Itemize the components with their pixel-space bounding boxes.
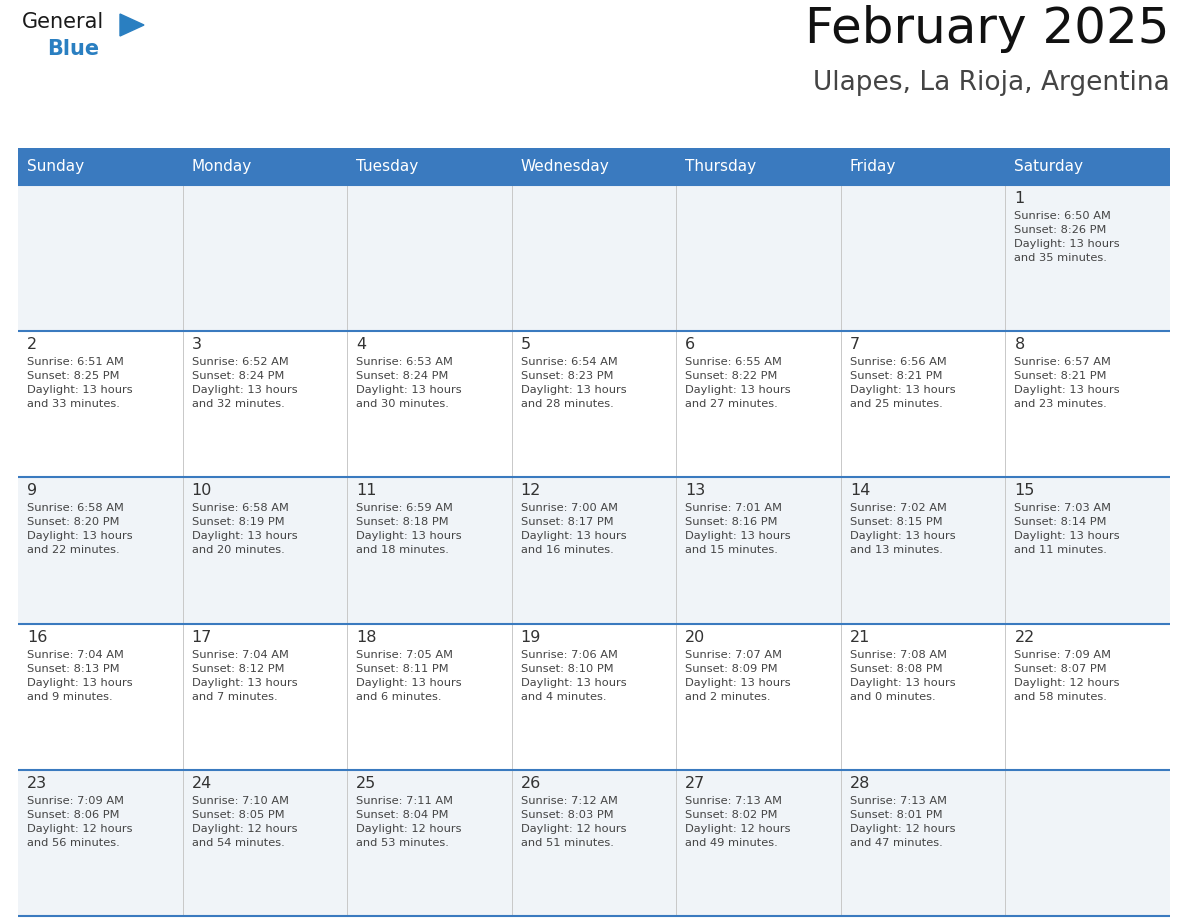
Text: 21: 21 — [849, 630, 871, 644]
Text: Sunrise: 7:10 AM
Sunset: 8:05 PM
Daylight: 12 hours
and 54 minutes.: Sunrise: 7:10 AM Sunset: 8:05 PM Dayligh… — [191, 796, 297, 848]
Text: Tuesday: Tuesday — [356, 159, 418, 174]
Text: 14: 14 — [849, 484, 871, 498]
Text: Sunrise: 6:51 AM
Sunset: 8:25 PM
Daylight: 13 hours
and 33 minutes.: Sunrise: 6:51 AM Sunset: 8:25 PM Dayligh… — [27, 357, 133, 409]
Text: 1: 1 — [1015, 191, 1025, 206]
Text: 3: 3 — [191, 337, 202, 353]
Text: Sunrise: 7:13 AM
Sunset: 8:01 PM
Daylight: 12 hours
and 47 minutes.: Sunrise: 7:13 AM Sunset: 8:01 PM Dayligh… — [849, 796, 955, 848]
Text: Sunrise: 7:05 AM
Sunset: 8:11 PM
Daylight: 13 hours
and 6 minutes.: Sunrise: 7:05 AM Sunset: 8:11 PM Dayligh… — [356, 650, 462, 701]
Text: 24: 24 — [191, 776, 211, 790]
Text: 11: 11 — [356, 484, 377, 498]
Text: 20: 20 — [685, 630, 706, 644]
Text: 23: 23 — [27, 776, 48, 790]
Text: 4: 4 — [356, 337, 366, 353]
Text: Sunrise: 6:57 AM
Sunset: 8:21 PM
Daylight: 13 hours
and 23 minutes.: Sunrise: 6:57 AM Sunset: 8:21 PM Dayligh… — [1015, 357, 1120, 409]
Text: Sunrise: 6:56 AM
Sunset: 8:21 PM
Daylight: 13 hours
and 25 minutes.: Sunrise: 6:56 AM Sunset: 8:21 PM Dayligh… — [849, 357, 955, 409]
Text: 15: 15 — [1015, 484, 1035, 498]
Text: Sunrise: 6:59 AM
Sunset: 8:18 PM
Daylight: 13 hours
and 18 minutes.: Sunrise: 6:59 AM Sunset: 8:18 PM Dayligh… — [356, 503, 462, 555]
Text: Sunrise: 6:58 AM
Sunset: 8:19 PM
Daylight: 13 hours
and 20 minutes.: Sunrise: 6:58 AM Sunset: 8:19 PM Dayligh… — [191, 503, 297, 555]
Text: Sunrise: 7:04 AM
Sunset: 8:12 PM
Daylight: 13 hours
and 7 minutes.: Sunrise: 7:04 AM Sunset: 8:12 PM Dayligh… — [191, 650, 297, 701]
Text: 18: 18 — [356, 630, 377, 644]
Text: 16: 16 — [27, 630, 48, 644]
Text: Sunrise: 6:54 AM
Sunset: 8:23 PM
Daylight: 13 hours
and 28 minutes.: Sunrise: 6:54 AM Sunset: 8:23 PM Dayligh… — [520, 357, 626, 409]
Text: Sunrise: 7:00 AM
Sunset: 8:17 PM
Daylight: 13 hours
and 16 minutes.: Sunrise: 7:00 AM Sunset: 8:17 PM Dayligh… — [520, 503, 626, 555]
Text: Wednesday: Wednesday — [520, 159, 609, 174]
Text: Saturday: Saturday — [1015, 159, 1083, 174]
Text: Blue: Blue — [48, 39, 99, 59]
Text: Sunrise: 7:02 AM
Sunset: 8:15 PM
Daylight: 13 hours
and 13 minutes.: Sunrise: 7:02 AM Sunset: 8:15 PM Dayligh… — [849, 503, 955, 555]
Text: 5: 5 — [520, 337, 531, 353]
Text: 19: 19 — [520, 630, 541, 644]
Text: 9: 9 — [27, 484, 37, 498]
Text: 12: 12 — [520, 484, 541, 498]
Text: 6: 6 — [685, 337, 695, 353]
Text: Sunrise: 7:13 AM
Sunset: 8:02 PM
Daylight: 12 hours
and 49 minutes.: Sunrise: 7:13 AM Sunset: 8:02 PM Dayligh… — [685, 796, 791, 848]
Text: Monday: Monday — [191, 159, 252, 174]
Bar — [18, 185, 1170, 331]
Text: Sunrise: 7:09 AM
Sunset: 8:06 PM
Daylight: 12 hours
and 56 minutes.: Sunrise: 7:09 AM Sunset: 8:06 PM Dayligh… — [27, 796, 133, 848]
Text: 2: 2 — [27, 337, 37, 353]
Text: Sunrise: 6:58 AM
Sunset: 8:20 PM
Daylight: 13 hours
and 22 minutes.: Sunrise: 6:58 AM Sunset: 8:20 PM Dayligh… — [27, 503, 133, 555]
Text: Sunrise: 7:09 AM
Sunset: 8:07 PM
Daylight: 12 hours
and 58 minutes.: Sunrise: 7:09 AM Sunset: 8:07 PM Dayligh… — [1015, 650, 1120, 701]
Text: 25: 25 — [356, 776, 377, 790]
Text: General: General — [23, 12, 105, 32]
Text: Sunrise: 6:50 AM
Sunset: 8:26 PM
Daylight: 13 hours
and 35 minutes.: Sunrise: 6:50 AM Sunset: 8:26 PM Dayligh… — [1015, 211, 1120, 263]
Text: 7: 7 — [849, 337, 860, 353]
Text: Sunrise: 6:55 AM
Sunset: 8:22 PM
Daylight: 13 hours
and 27 minutes.: Sunrise: 6:55 AM Sunset: 8:22 PM Dayligh… — [685, 357, 791, 409]
Bar — [18, 148, 1170, 185]
Bar — [18, 623, 1170, 770]
Text: Sunrise: 7:08 AM
Sunset: 8:08 PM
Daylight: 13 hours
and 0 minutes.: Sunrise: 7:08 AM Sunset: 8:08 PM Dayligh… — [849, 650, 955, 701]
Text: Sunrise: 7:06 AM
Sunset: 8:10 PM
Daylight: 13 hours
and 4 minutes.: Sunrise: 7:06 AM Sunset: 8:10 PM Dayligh… — [520, 650, 626, 701]
Text: Sunrise: 7:07 AM
Sunset: 8:09 PM
Daylight: 13 hours
and 2 minutes.: Sunrise: 7:07 AM Sunset: 8:09 PM Dayligh… — [685, 650, 791, 701]
Text: 28: 28 — [849, 776, 871, 790]
Text: Sunrise: 7:03 AM
Sunset: 8:14 PM
Daylight: 13 hours
and 11 minutes.: Sunrise: 7:03 AM Sunset: 8:14 PM Dayligh… — [1015, 503, 1120, 555]
Text: Sunrise: 7:11 AM
Sunset: 8:04 PM
Daylight: 12 hours
and 53 minutes.: Sunrise: 7:11 AM Sunset: 8:04 PM Dayligh… — [356, 796, 462, 848]
Bar — [18, 770, 1170, 916]
Text: 8: 8 — [1015, 337, 1025, 353]
Text: February 2025: February 2025 — [805, 5, 1170, 53]
Text: 26: 26 — [520, 776, 541, 790]
Text: Thursday: Thursday — [685, 159, 757, 174]
Bar — [18, 477, 1170, 623]
Text: 17: 17 — [191, 630, 211, 644]
Text: Sunday: Sunday — [27, 159, 84, 174]
Text: 13: 13 — [685, 484, 706, 498]
Text: Ulapes, La Rioja, Argentina: Ulapes, La Rioja, Argentina — [814, 70, 1170, 96]
Text: 27: 27 — [685, 776, 706, 790]
Text: Sunrise: 7:12 AM
Sunset: 8:03 PM
Daylight: 12 hours
and 51 minutes.: Sunrise: 7:12 AM Sunset: 8:03 PM Dayligh… — [520, 796, 626, 848]
Text: Sunrise: 6:52 AM
Sunset: 8:24 PM
Daylight: 13 hours
and 32 minutes.: Sunrise: 6:52 AM Sunset: 8:24 PM Dayligh… — [191, 357, 297, 409]
Text: Friday: Friday — [849, 159, 896, 174]
Text: Sunrise: 6:53 AM
Sunset: 8:24 PM
Daylight: 13 hours
and 30 minutes.: Sunrise: 6:53 AM Sunset: 8:24 PM Dayligh… — [356, 357, 462, 409]
Bar — [18, 331, 1170, 477]
Text: Sunrise: 7:01 AM
Sunset: 8:16 PM
Daylight: 13 hours
and 15 minutes.: Sunrise: 7:01 AM Sunset: 8:16 PM Dayligh… — [685, 503, 791, 555]
Text: 10: 10 — [191, 484, 211, 498]
Text: Sunrise: 7:04 AM
Sunset: 8:13 PM
Daylight: 13 hours
and 9 minutes.: Sunrise: 7:04 AM Sunset: 8:13 PM Dayligh… — [27, 650, 133, 701]
Text: 22: 22 — [1015, 630, 1035, 644]
Polygon shape — [120, 14, 144, 36]
